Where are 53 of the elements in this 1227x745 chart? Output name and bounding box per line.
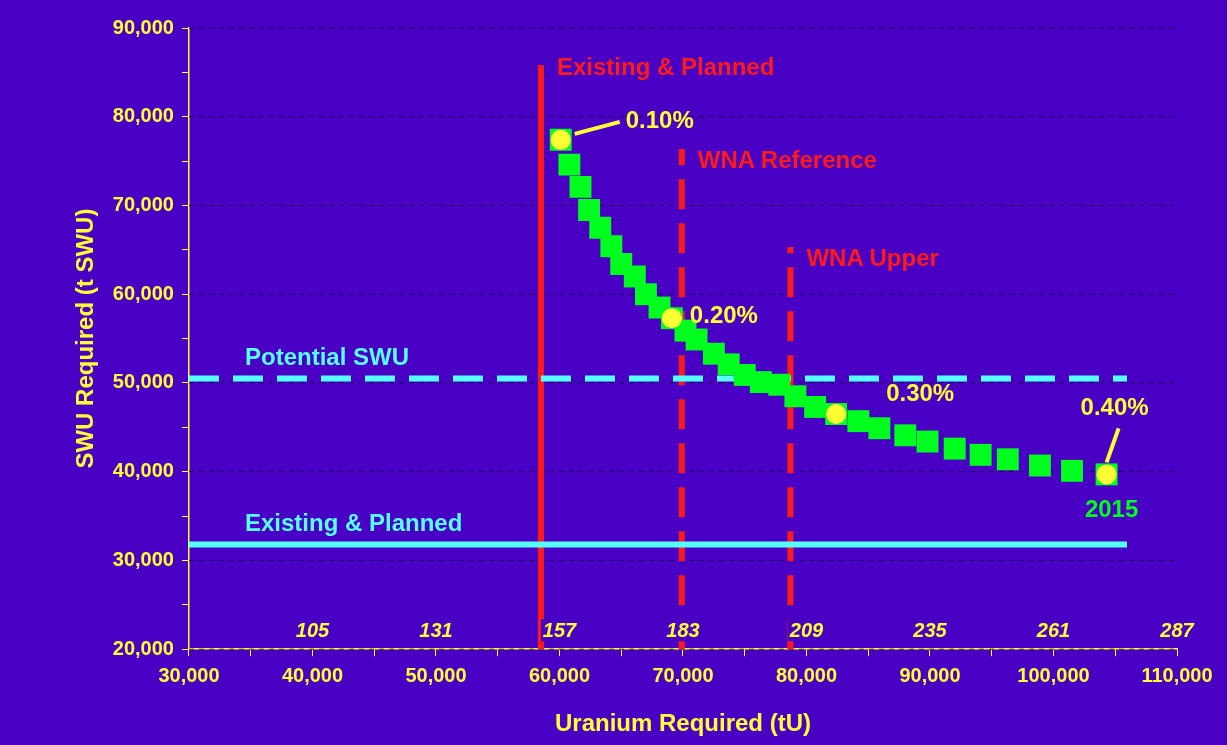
y-axis-title: SWU Required (t SWU): [71, 208, 99, 469]
point: [996, 448, 1019, 471]
x-tick-label: 60,000: [528, 663, 591, 686]
point: [1061, 459, 1083, 482]
x2-tick-label: 183: [666, 618, 700, 641]
point: [558, 153, 581, 176]
x-tick-label: 100,000: [1017, 663, 1090, 686]
point: [589, 216, 612, 239]
x2-tick-label: 105: [295, 618, 331, 641]
x2-tick-label: 157: [542, 618, 578, 641]
x-tick-label: 30,000: [158, 663, 220, 686]
x-axis-title: Uranium Required (tU): [554, 709, 811, 737]
point: [894, 424, 917, 447]
x2-tick-label: 287: [1159, 618, 1195, 641]
y-tick-label: 80,000: [112, 104, 174, 127]
y-tick-label: 90,000: [112, 15, 174, 38]
x-tick-label: 110,000: [1141, 663, 1213, 686]
ref-line-label: WNA Reference: [697, 145, 877, 173]
x2-tick-label: 131: [419, 618, 453, 641]
point: [804, 395, 827, 418]
ref-line-label: Existing & Planned: [556, 52, 775, 80]
y-tick-label: 40,000: [112, 459, 174, 482]
annotation: 0.40%: [1080, 393, 1149, 420]
point: [847, 410, 870, 433]
point: [569, 175, 592, 198]
point: [969, 443, 992, 466]
annotation: 2015: [1084, 495, 1139, 522]
point: [868, 417, 891, 440]
x-tick-label: 40,000: [281, 663, 344, 686]
ref-line-label: WNA Upper: [806, 243, 939, 271]
ref-line-label: Existing & Planned: [244, 509, 463, 537]
y-tick-label: 70,000: [112, 193, 174, 215]
point: [600, 235, 623, 258]
x-tick-label: 70,000: [652, 663, 714, 686]
x2-tick-label: 209: [788, 618, 825, 641]
x2-tick-label: 235: [912, 618, 948, 641]
annotation: 0.10%: [625, 106, 694, 134]
annotation: 0.30%: [886, 378, 955, 406]
x-tick-label: 50,000: [405, 663, 467, 686]
y-tick-label: 50,000: [112, 370, 174, 393]
point: [1028, 454, 1051, 477]
point: [943, 437, 966, 460]
y-tick-label: 30,000: [112, 547, 174, 570]
point: [578, 198, 601, 221]
x-tick-label: 90,000: [899, 663, 961, 686]
annotation: 0.20%: [689, 300, 758, 328]
ref-line-label: Potential SWU: [244, 343, 409, 371]
point: [916, 430, 939, 453]
x2-tick-label: 261: [1035, 618, 1071, 641]
y-tick-label: 20,000: [112, 636, 174, 659]
x-tick-label: 80,000: [775, 663, 838, 686]
point: [784, 385, 807, 408]
y-tick-label: 60,000: [112, 281, 174, 304]
